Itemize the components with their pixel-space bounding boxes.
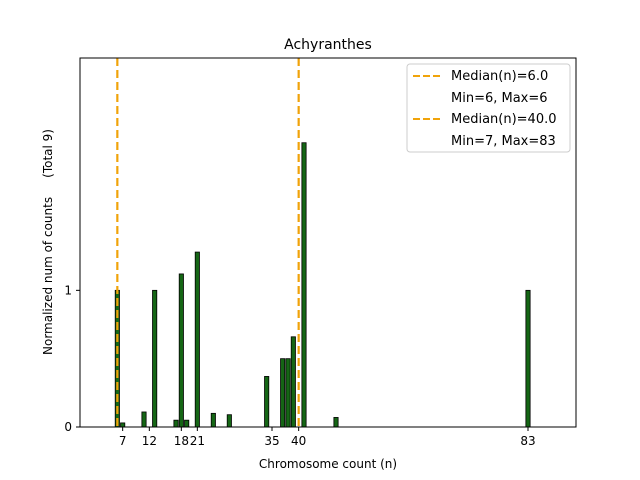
x-tick-label-7: 7 [119, 434, 127, 448]
bar-n-83 [525, 289, 531, 428]
bar-n-18 [178, 273, 184, 428]
x-tick-label-83: 83 [520, 434, 535, 448]
x-ticks: 7 12 18 21 35 40 83 [119, 427, 536, 448]
bar-n-37 [280, 358, 286, 428]
bar-n-47 [333, 417, 339, 428]
y-axis-label: Normalized num of counts (Total 9) [41, 129, 55, 355]
y-tick-label-1: 1 [64, 283, 72, 297]
bar-n-41 [301, 142, 307, 428]
bar-n-13 [152, 289, 158, 428]
legend-range-label-2: Min=7, Max=83 [451, 134, 556, 149]
y-ticks: 01 [64, 283, 80, 434]
x-tick-label-18: 18 [174, 434, 189, 448]
bar-n-39 [290, 336, 296, 428]
bar-n-21 [194, 251, 200, 428]
plot-frame [79, 57, 577, 428]
bar-n-27 [226, 414, 232, 428]
legend-median-label-2: Median(n)=40.0 [451, 112, 557, 127]
y-tick-label-0: 0 [64, 420, 72, 434]
legend: Median(n)=6.0 Min=6, Max=6 Median(n)=40.… [406, 63, 571, 153]
bar-n-17 [173, 419, 179, 428]
legend-median-label-1: Median(n)=6.0 [451, 69, 548, 84]
median-lines-layer [116, 58, 300, 427]
x-tick-label-21: 21 [190, 434, 205, 448]
bar-n-19 [184, 419, 190, 428]
x-tick-label-35: 35 [264, 434, 279, 448]
bar-n-34 [264, 376, 270, 428]
chart-title: Achyranthes [284, 37, 372, 53]
legend-box [406, 63, 571, 153]
x-tick-label-40: 40 [291, 434, 306, 448]
x-tick-label-12: 12 [142, 434, 157, 448]
bars-layer [114, 142, 531, 428]
bar-n-11 [141, 411, 147, 428]
bar-n-7 [120, 422, 126, 428]
legend-range-label-1: Min=6, Max=6 [451, 91, 548, 106]
bar-n-38 [285, 358, 291, 428]
bar-n-24 [210, 412, 216, 428]
x-axis-label: Chromosome count (n) [259, 457, 397, 471]
